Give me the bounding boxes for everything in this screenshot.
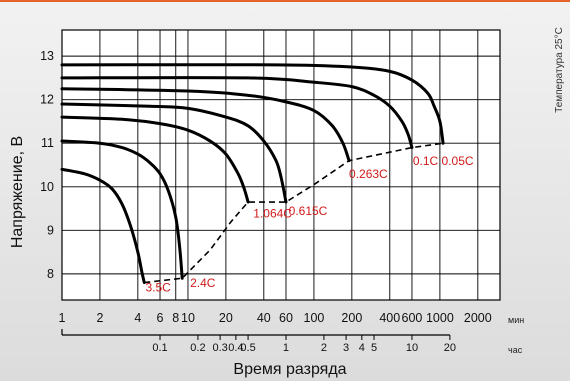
grid — [61, 30, 501, 300]
temperature-note: Температура 25°C — [554, 27, 565, 113]
curve-label: 0.05C — [442, 154, 474, 168]
axes: 1 2 4 6 8 10 20 40 60 100 200 400 600 1000 20008910111… — [40, 49, 492, 354]
discharge-curve-1.064C — [60, 115, 250, 204]
x-tick-label-hours: 0.1 — [152, 342, 167, 354]
x-unit-hours: час — [508, 345, 523, 355]
y-axis-title: Напряжение, В — [9, 136, 26, 248]
y-tick-label: 8 — [47, 267, 54, 281]
x-unit-minutes: мин — [508, 315, 524, 325]
x-tick-label-minutes: 400 — [379, 311, 400, 325]
x-tick-label-minutes: 100 — [304, 311, 325, 325]
discharge-curve-3.5C — [60, 167, 146, 285]
y-tick-label: 13 — [40, 49, 54, 63]
x-tick-label-minutes: 40 — [257, 311, 271, 325]
x-tick-label-minutes: 4 — [134, 311, 141, 325]
x-tick-label-hours: 0.3 — [212, 342, 227, 354]
x-tick-label-hours: 5 — [371, 342, 377, 354]
x-tick-label-hours: 1 — [283, 342, 289, 354]
curve-label: 0.1C — [413, 154, 439, 168]
x-tick-label-minutes: 20 — [219, 311, 233, 325]
x-tick-label-minutes: 60 — [279, 311, 293, 325]
discharge-curve-2.4C — [60, 139, 184, 280]
y-tick-label: 9 — [47, 223, 54, 237]
x-tick-label-minutes: 1000 — [426, 311, 454, 325]
discharge-curve-0.615C — [60, 102, 288, 204]
x-tick-label-hours: 2 — [321, 342, 327, 354]
y-tick-label: 12 — [40, 93, 54, 107]
y-tick-label: 11 — [41, 136, 54, 150]
x-tick-label-hours: 0.5 — [240, 342, 255, 354]
x-tick-label-minutes: 1 — [59, 311, 66, 325]
x-tick-label-hours: 0.2 — [190, 342, 205, 354]
discharge-curve-0.05C — [60, 63, 445, 145]
x-axis-title: Время разряда — [233, 361, 346, 378]
plot-area — [61, 29, 501, 301]
curve-label: 3.5C — [145, 280, 171, 294]
curve-label: 0.263C — [349, 167, 388, 181]
x-tick-label-hours: 3 — [343, 342, 349, 354]
x-tick-label-minutes: 6 — [157, 311, 164, 325]
x-tick-label-hours: 4 — [359, 342, 365, 354]
curve-label: 1.064C — [253, 206, 292, 220]
series-group — [60, 63, 445, 285]
curve-label: 0.615C — [289, 204, 328, 218]
x-tick-label-minutes: 2 — [96, 311, 103, 325]
x-tick-label-minutes: 10 — [181, 311, 195, 325]
discharge-curve-0.263C — [60, 87, 351, 163]
x-tick-label-hours: 20 — [444, 342, 456, 354]
end-voltage-line — [144, 142, 444, 284]
x-tick-label-minutes: 200 — [341, 311, 362, 325]
x-tick-label-minutes: 2000 — [464, 311, 492, 325]
top-accent-bar — [0, 0, 570, 2]
curve-label: 2.4C — [190, 276, 216, 290]
y-tick-label: 10 — [40, 180, 54, 194]
x-tick-label-minutes: 600 — [402, 311, 423, 325]
x-tick-label-minutes: 8 — [172, 311, 179, 325]
x-tick-label-hours: 10 — [406, 342, 418, 354]
discharge-curve-0.1C — [60, 76, 414, 150]
x-tick-label-hours: 0.4 — [228, 342, 243, 354]
